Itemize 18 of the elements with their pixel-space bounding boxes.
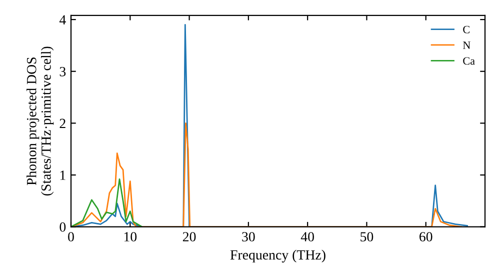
y-tick-label: 0	[60, 222, 66, 232]
y-tick-label: 2	[60, 118, 66, 128]
x-tick-label: 60	[420, 232, 432, 242]
x-tick-label: 50	[360, 232, 374, 242]
y-tick-label: 3	[60, 66, 66, 76]
legend-label: Ca	[463, 57, 475, 65]
legend-label: N	[462, 42, 470, 49]
x-tick-label: 40	[300, 232, 314, 242]
x-tick-label: 30	[242, 232, 255, 242]
legend-label: C	[463, 26, 470, 34]
y-axis-title: Phonon projected DOS (States/THz·primitive cell)	[26, 46, 54, 196]
y-tick-label: 4	[59, 15, 66, 24]
x-tick-label: 20	[182, 232, 196, 242]
line-series	[71, 178, 143, 227]
x-tick-label: 10	[124, 232, 137, 242]
x-tick-label: 0	[68, 232, 74, 242]
x-axis-title: Frequency (THz)	[230, 250, 326, 262]
y-tick-label: 1	[60, 170, 66, 180]
